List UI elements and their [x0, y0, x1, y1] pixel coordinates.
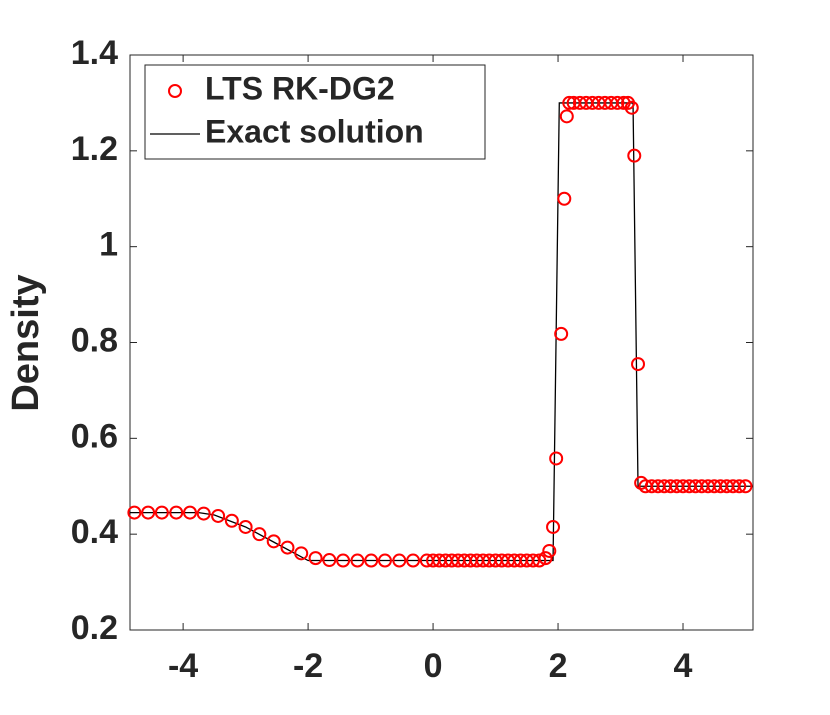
data-point — [554, 326, 569, 341]
y-tick-label: 1 — [99, 226, 118, 264]
data-point — [392, 553, 407, 568]
data-point — [169, 505, 184, 520]
data-point — [559, 109, 574, 124]
data-point — [406, 553, 421, 568]
data-point — [141, 505, 156, 520]
y-tick-label: 0.2 — [71, 609, 118, 647]
legend-marker — [168, 84, 182, 98]
data-point — [364, 553, 379, 568]
data-point — [322, 553, 337, 568]
legend-box — [144, 64, 486, 160]
data-point — [182, 505, 197, 520]
y-axis-label: Density — [5, 274, 47, 411]
x-tick-label: 4 — [674, 647, 693, 685]
data-point — [266, 534, 281, 549]
y-tick-label: 1.4 — [71, 34, 118, 72]
data-point — [610, 95, 625, 110]
data-point — [549, 451, 564, 466]
y-tick-label: 0.6 — [71, 417, 118, 455]
y-tick-label: 1.2 — [71, 130, 118, 168]
data-point — [542, 543, 557, 558]
data-point — [532, 553, 547, 568]
data-point — [308, 551, 323, 566]
data-point — [280, 540, 295, 555]
x-tick-label: -4 — [168, 647, 198, 685]
data-point — [377, 553, 392, 568]
data-point — [211, 508, 226, 523]
data-point — [127, 505, 142, 520]
data-point — [196, 506, 211, 521]
x-tick-label: 2 — [549, 647, 568, 685]
data-point — [557, 191, 572, 206]
x-tick-label: 0 — [424, 647, 443, 685]
data-point — [631, 357, 646, 372]
data-point — [738, 479, 753, 494]
legend-label: LTS RK-DG2 — [205, 70, 395, 106]
y-tick-label: 0.8 — [71, 321, 118, 359]
data-point — [732, 479, 747, 494]
data-point — [154, 505, 169, 520]
y-tick-label: 0.4 — [71, 513, 118, 551]
data-point — [350, 553, 365, 568]
data-point — [538, 551, 553, 566]
data-point — [627, 148, 642, 163]
x-tick-label: -2 — [293, 647, 323, 685]
data-point — [624, 100, 639, 115]
data-point — [252, 527, 267, 542]
data-point — [562, 95, 577, 110]
legend-label: Exact solution — [205, 113, 424, 149]
data-point — [546, 519, 561, 534]
data-point — [238, 519, 253, 534]
data-point — [294, 546, 309, 561]
data-point — [336, 553, 351, 568]
data-point — [224, 513, 239, 528]
